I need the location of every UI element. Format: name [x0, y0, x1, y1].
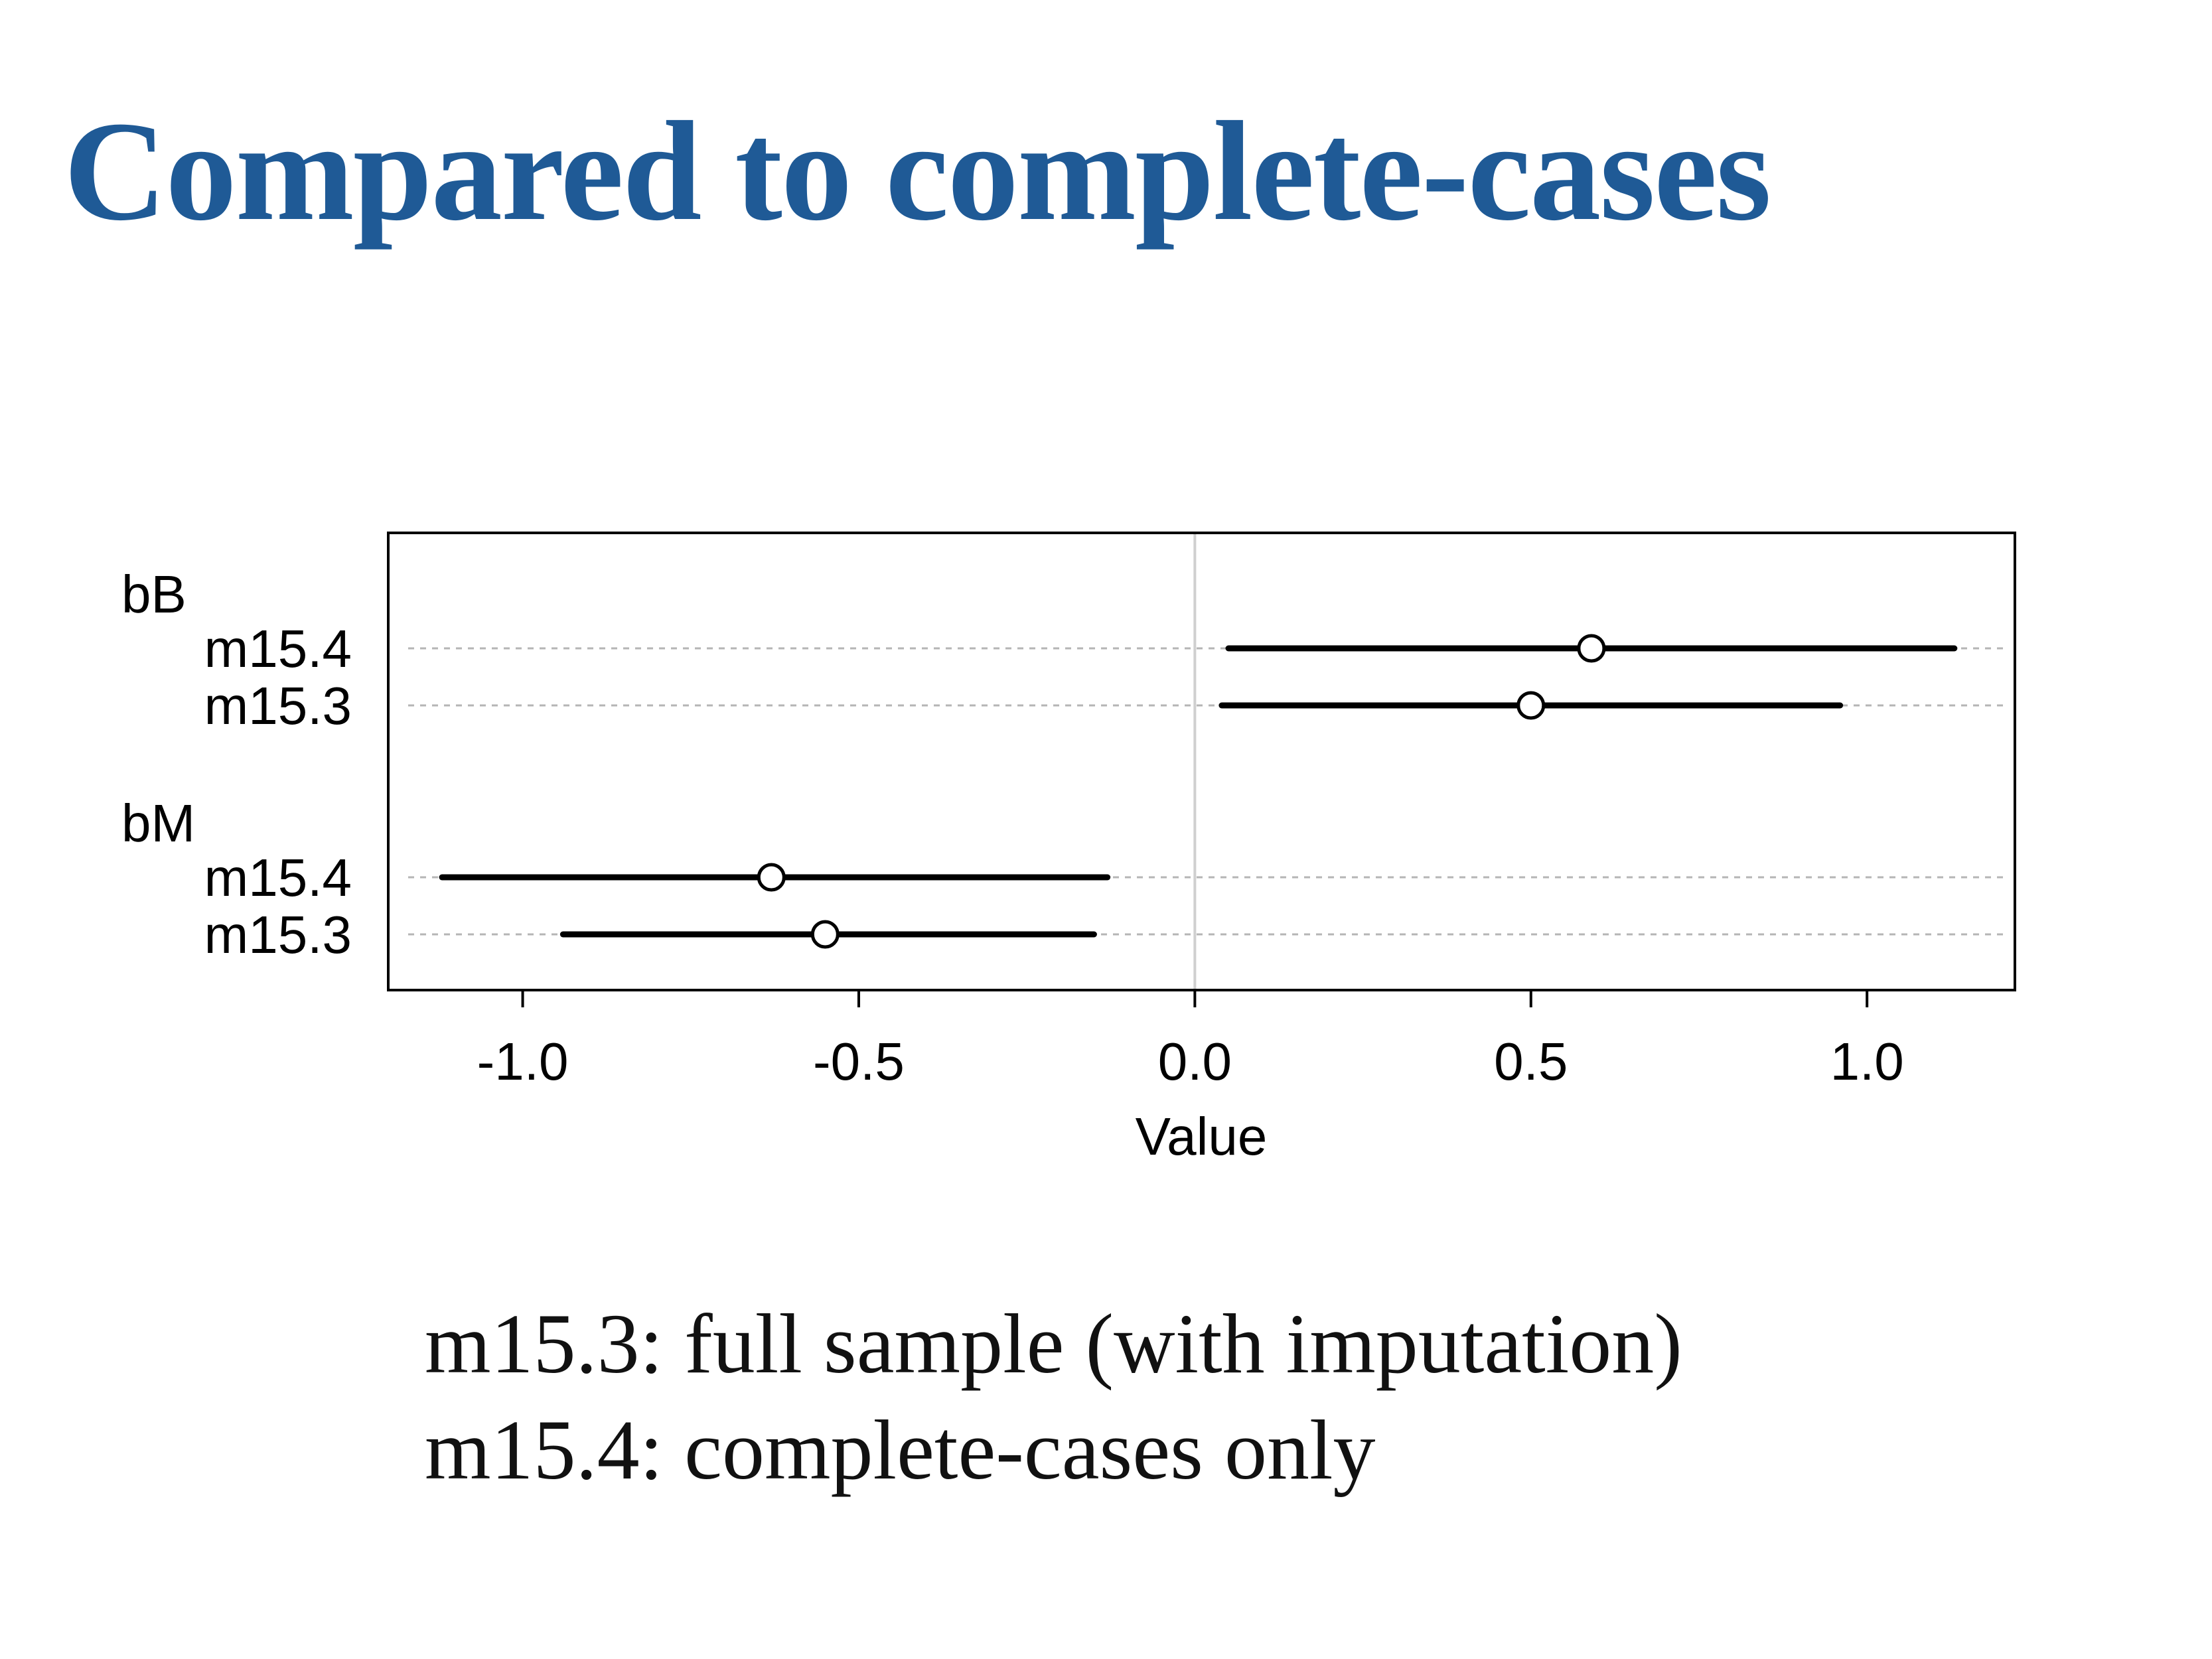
x-tick-label-3: 0.5 [1494, 1032, 1568, 1091]
caption-line-m15-3: m15.3: full sample (with imputation) [425, 1297, 1682, 1391]
row-label-bM-m15-3: m15.3 [204, 905, 352, 964]
x-tick-label-0: -1.0 [477, 1032, 569, 1091]
x-tick-label-4: 1.0 [1830, 1032, 1904, 1091]
caption: m15.3: full sample (with imputation) m15… [425, 1291, 1682, 1503]
row-label-bB-m15-3: m15.3 [204, 676, 352, 735]
slide-title: Compared to complete-cases [64, 92, 1771, 250]
estimate-point-bM-m15-4 [757, 863, 786, 892]
group-label-bM: bM [121, 794, 195, 853]
x-tick-label-2: 0.0 [1158, 1032, 1232, 1091]
x-tick-label-1: -0.5 [813, 1032, 905, 1091]
caption-line-m15-4: m15.4: complete-cases only [425, 1403, 1376, 1497]
row-label-bB-m15-4: m15.4 [204, 619, 352, 678]
group-label-bB: bB [121, 565, 186, 624]
estimate-point-bB-m15-3 [1516, 691, 1546, 720]
row-label-bM-m15-4: m15.4 [204, 848, 352, 907]
estimate-point-bB-m15-4 [1577, 634, 1606, 663]
plot-frame [387, 532, 2016, 991]
x-axis-label: Value [1136, 1107, 1268, 1166]
estimate-point-bM-m15-3 [810, 920, 840, 949]
